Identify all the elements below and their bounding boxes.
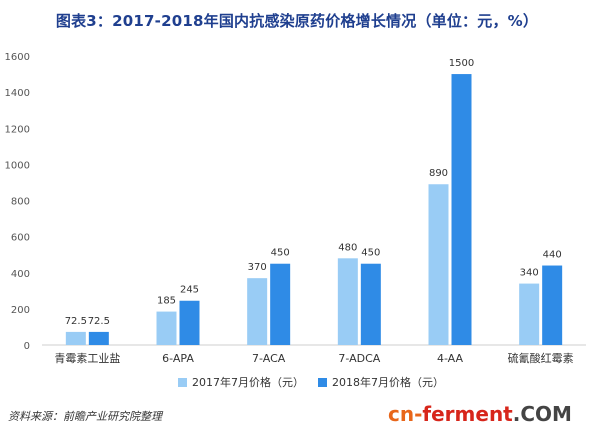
data-label: 72.5: [88, 316, 110, 327]
x-tick-label: 青霉素工业盐: [54, 352, 120, 365]
bar-series2: [179, 300, 200, 345]
bar-series2: [88, 331, 109, 345]
bar-series1: [247, 278, 268, 345]
y-tick-label: 0: [24, 341, 30, 352]
x-tick-label: 6-APA: [162, 352, 194, 365]
site-logo: cn-ferment.COM: [388, 402, 572, 426]
chart-title: 图表3：2017-2018年国内抗感染原药价格增长情况（单位：元，%）: [55, 12, 539, 30]
bar-series1: [156, 311, 177, 345]
source-note: 资料来源：前瞻产业研究院整理: [8, 410, 162, 423]
data-label: 450: [271, 248, 290, 259]
x-tick-label: 7-ADCA: [338, 352, 380, 365]
data-label: 370: [248, 262, 267, 273]
y-tick-label: 800: [11, 197, 30, 208]
y-tick-label: 1000: [5, 160, 30, 171]
legend-label: 2018年7月价格（元）: [332, 375, 444, 389]
logo-text-part2: ferment: [422, 402, 513, 426]
data-label: 185: [157, 296, 176, 307]
y-tick-label: 600: [11, 233, 30, 244]
y-tick-label: 1200: [5, 124, 30, 135]
y-tick-label: 1600: [5, 52, 30, 63]
data-label: 450: [361, 248, 380, 259]
bar-series1: [337, 258, 358, 345]
bar-series1: [428, 184, 449, 345]
bar-series2: [451, 74, 472, 345]
logo-text-part1: cn-: [388, 402, 423, 426]
x-tick-label: 硫氰酸红霉素: [508, 351, 574, 365]
bar-series1: [65, 331, 86, 345]
data-label: 340: [520, 268, 539, 279]
x-tick-label: 4-AA: [437, 352, 464, 365]
legend-label: 2017年7月价格（元）: [192, 375, 304, 389]
data-label: 890: [429, 168, 448, 179]
x-tick-label: 7-ACA: [252, 352, 286, 365]
logo-text-part3: .COM: [512, 402, 572, 426]
data-label: 480: [338, 242, 357, 253]
legend-swatch: [318, 378, 327, 387]
data-label: 72.5: [65, 316, 87, 327]
bar-series2: [542, 265, 563, 345]
y-tick-label: 1400: [5, 88, 30, 99]
bar-series2: [360, 263, 381, 345]
bar-series1: [519, 283, 540, 345]
bar-series2: [270, 263, 291, 345]
data-label: 1500: [449, 58, 474, 69]
data-label: 245: [180, 285, 199, 296]
y-tick-label: 400: [11, 269, 30, 280]
y-tick-label: 200: [11, 305, 30, 316]
data-label: 440: [543, 250, 562, 261]
legend-swatch: [178, 378, 187, 387]
